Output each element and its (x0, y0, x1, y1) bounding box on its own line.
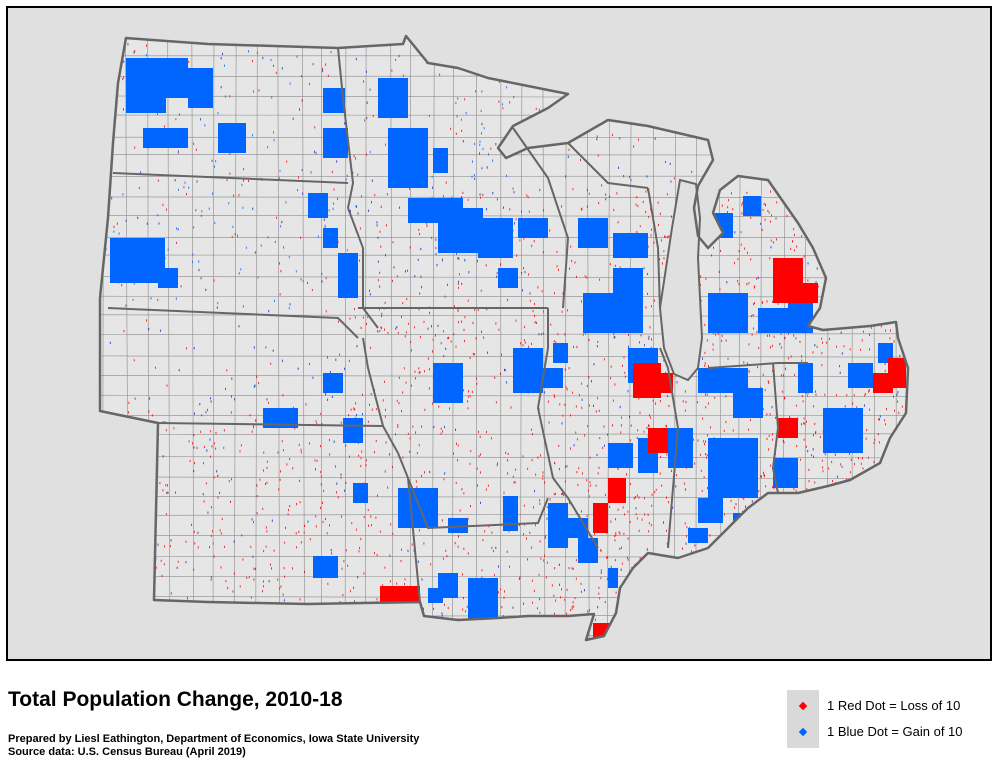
blue-dot-icon (798, 727, 808, 737)
gain-area-45 (743, 196, 761, 216)
legend-swatch-panel (787, 690, 819, 748)
state-border-13 (659, 347, 680, 549)
state-border-10 (512, 127, 570, 309)
gain-area-15 (518, 218, 548, 238)
gain-area-7 (378, 78, 408, 118)
gain-area-23 (583, 293, 643, 333)
legend-item-loss: 1 Red Dot = Loss of 10 (787, 696, 985, 716)
loss-areas (380, 258, 906, 638)
state-border-1 (337, 47, 355, 209)
map-frame (6, 6, 992, 661)
gain-area-8 (388, 128, 428, 188)
gain-area-10 (308, 193, 328, 218)
legend-label-gain: 1 Blue Dot = Gain of 10 (827, 724, 963, 739)
gain-area-37 (548, 503, 568, 548)
state-border-2 (107, 307, 359, 339)
state-border-0 (112, 172, 349, 184)
midwest-dot-density-map (98, 34, 910, 642)
loss-area-7 (873, 373, 893, 393)
gain-area-32 (353, 483, 368, 503)
gain-area-19 (158, 268, 178, 288)
credit-line: Prepared by Liesl Eathington, Department… (8, 733, 420, 745)
region-outline (98, 34, 910, 642)
gain-area-60 (688, 528, 708, 543)
loss-area-5 (778, 418, 798, 438)
map-title: Total Population Change, 2010-18 (8, 688, 343, 711)
gain-area-54 (823, 408, 863, 453)
gain-area-5 (323, 88, 345, 113)
gain-area-13 (438, 208, 483, 253)
loss-area-9 (608, 478, 626, 503)
gain-area-33 (398, 488, 438, 528)
credits: Prepared by Liesl Eathington, Department… (8, 733, 419, 759)
gain-area-41 (468, 578, 498, 623)
lake-michigan (658, 178, 704, 382)
lake-michigan-shape (658, 178, 704, 382)
legend-label-loss: 1 Red Dot = Loss of 10 (827, 698, 961, 713)
loss-area-8 (593, 503, 608, 533)
loss-area-2 (648, 428, 668, 453)
gain-area-18 (110, 238, 165, 283)
state-border-9 (536, 308, 599, 549)
loss-area-11 (380, 586, 420, 602)
gain-area-21 (613, 233, 648, 258)
gain-area-46 (708, 293, 748, 333)
gain-area-25 (433, 363, 463, 403)
gain-area-2 (188, 68, 213, 108)
gain-area-6 (323, 128, 348, 158)
gain-area-1 (158, 58, 188, 98)
gain-area-31 (323, 373, 343, 393)
gain-area-59 (733, 513, 753, 533)
source-line: Source data: U.S. Census Bureau (April 2… (8, 746, 246, 758)
gain-area-17 (338, 253, 358, 298)
gain-area-4 (218, 123, 246, 153)
gain-area-35 (313, 556, 338, 578)
state-border-5 (157, 422, 409, 479)
gain-area-20 (578, 218, 608, 248)
loss-area-0 (633, 363, 661, 398)
state-border-12 (647, 187, 661, 309)
state-border-6 (362, 337, 384, 427)
midwest-land (100, 36, 908, 640)
gain-area-42 (608, 568, 618, 588)
state-border-11 (567, 142, 649, 189)
gain-area-53 (798, 363, 813, 393)
gain-area-43 (428, 588, 443, 603)
gain-area-30 (343, 418, 363, 443)
loss-area-4 (798, 283, 818, 303)
gain-area-39 (578, 538, 598, 563)
gain-area-27 (543, 368, 563, 388)
gain-area-28 (553, 343, 568, 363)
gain-area-11 (323, 228, 338, 248)
gain-area-36 (503, 496, 518, 531)
gain-area-57 (668, 428, 693, 468)
gain-area-50 (708, 438, 758, 498)
gain-area-26 (513, 348, 543, 393)
gain-area-61 (608, 443, 633, 468)
state-border-8 (407, 477, 549, 530)
state-borders (98, 34, 910, 642)
red-dot-icon (798, 701, 808, 711)
gain-area-55 (848, 363, 873, 388)
state-border-15 (771, 362, 780, 494)
state-border-3 (347, 207, 379, 329)
legend: 1 Red Dot = Loss of 10 1 Blue Dot = Gain… (787, 690, 985, 748)
gain-area-16 (498, 268, 518, 288)
gain-areas (100, 43, 901, 623)
state-border-14 (707, 362, 808, 369)
gain-area-3 (143, 128, 188, 148)
gain-area-9 (433, 148, 448, 173)
state-border-7 (407, 477, 421, 603)
gain-area-58 (698, 498, 723, 523)
gain-area-51 (733, 388, 763, 418)
gain-area-29 (263, 408, 298, 428)
gain-area-14 (478, 218, 513, 258)
legend-item-gain: 1 Blue Dot = Gain of 10 (787, 722, 985, 742)
gain-area-34 (448, 518, 468, 533)
gain-area-52 (773, 458, 798, 488)
